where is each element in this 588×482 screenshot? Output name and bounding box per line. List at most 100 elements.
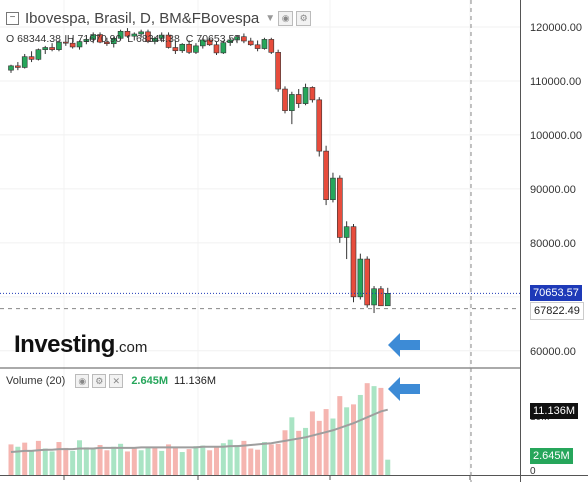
candle-body	[316, 99, 323, 152]
volume-bar	[49, 451, 55, 475]
price-tick-label: 90000.00	[530, 184, 576, 196]
price-tick-label: 110000.00	[530, 76, 581, 88]
volume-bar	[77, 440, 82, 475]
volume-legend: Volume (20) ◉ ⚙ ✕ 2.645M 11.136M	[6, 374, 216, 388]
volume-label[interactable]: Volume (20)	[6, 375, 66, 387]
volume-ma-value: 11.136M	[174, 375, 217, 387]
candle-body	[275, 52, 281, 90]
volume-bar	[303, 427, 309, 475]
volume-bar	[261, 442, 267, 475]
volume-bar	[131, 448, 137, 475]
close-icon[interactable]: ✕	[109, 374, 124, 388]
candle-body	[254, 44, 261, 49]
candle-body	[200, 39, 206, 47]
volume-bar	[56, 442, 62, 475]
gear-icon[interactable]: ⚙	[296, 11, 312, 26]
open-value: 68344.38	[17, 33, 61, 45]
close-label: C	[185, 33, 194, 45]
volume-bar	[193, 446, 199, 475]
volume-bar	[234, 444, 240, 475]
low-value: 68344.38	[136, 33, 180, 45]
volume-bar	[83, 447, 89, 475]
open-label: O	[6, 33, 15, 45]
candle-body	[131, 33, 138, 37]
candle-body	[343, 226, 350, 238]
volume-bar	[200, 445, 206, 475]
candle-body	[268, 39, 275, 53]
volume-bar	[111, 446, 117, 475]
volume-bar	[97, 444, 103, 475]
volume-tick-label: 0	[530, 466, 536, 477]
volume-bar	[316, 420, 322, 475]
candle-body	[378, 288, 384, 307]
investing-logo: Investing.com	[14, 331, 147, 359]
arrow-left-icon	[388, 333, 420, 357]
volume-bar	[118, 443, 124, 475]
volume-ma-tag: 11.136M	[530, 403, 578, 419]
chevron-down-icon[interactable]: ▼	[265, 13, 276, 24]
candle-body	[83, 39, 90, 42]
candle-body	[90, 34, 96, 40]
candle-body	[309, 87, 316, 101]
volume-bar	[63, 447, 69, 475]
volume-bar	[207, 450, 213, 475]
volume-bar	[227, 439, 233, 475]
high-value: 71670.90	[77, 33, 122, 45]
chart-grid	[0, 0, 520, 475]
candle-body	[350, 226, 357, 298]
arrows	[388, 333, 420, 401]
volume-bar	[309, 411, 315, 475]
candle-body	[247, 40, 254, 46]
candle-body	[35, 49, 42, 60]
candle-body	[117, 31, 124, 39]
volume-bar	[323, 409, 329, 475]
volume-bar	[296, 430, 302, 475]
volume-bar	[357, 394, 363, 475]
eye-icon[interactable]: ◉	[278, 11, 294, 26]
volume-bar	[138, 450, 144, 475]
volume-series[interactable]	[8, 383, 391, 475]
candle-body	[227, 39, 233, 43]
price-tick-label: 80000.00	[530, 238, 576, 250]
price-tick-label: 100000.00	[530, 130, 582, 142]
gear-icon[interactable]: ⚙	[92, 374, 107, 388]
symbol-title[interactable]: Ibovespa, Brasil, D, BM&FBovespa	[25, 10, 260, 27]
volume-bar	[282, 430, 288, 475]
volume-bar	[330, 418, 336, 475]
volume-bar	[337, 396, 343, 475]
symbol-legend: − Ibovespa, Brasil, D, BM&FBovespa ▼ ◉ ⚙	[6, 10, 312, 27]
candle-body	[282, 88, 288, 111]
volume-bar	[42, 448, 48, 475]
candle-body	[56, 41, 62, 50]
volume-bar	[172, 447, 178, 475]
candle-body	[97, 34, 103, 43]
ohlc-values: O 68344.38 H 71670.90 L 68344.38 C 70653.57	[6, 33, 243, 45]
volume-bar	[124, 451, 130, 475]
high-label: H	[66, 33, 75, 45]
candle-body	[289, 94, 295, 111]
candle-body	[42, 47, 49, 50]
volume-bar	[186, 449, 192, 475]
eye-icon[interactable]: ◉	[75, 374, 90, 388]
candle-body	[69, 42, 76, 48]
candle-body	[364, 258, 371, 306]
low-label: L	[127, 33, 134, 45]
volume-bar	[90, 449, 96, 475]
candle-body	[384, 293, 391, 307]
candle-body	[357, 258, 364, 298]
candle-body	[76, 41, 83, 48]
collapse-icon[interactable]: −	[6, 12, 19, 25]
volume-bar	[104, 450, 110, 475]
candle-body	[158, 34, 165, 39]
candle-body	[336, 177, 343, 238]
candle-body	[234, 36, 240, 41]
candle-body	[145, 31, 151, 42]
volume-bar	[220, 443, 226, 475]
volume-bar	[289, 417, 295, 475]
volume-bar	[268, 444, 274, 475]
candlestick-series[interactable]	[8, 28, 391, 314]
volume-bar	[22, 442, 28, 475]
candle-body	[110, 38, 117, 45]
